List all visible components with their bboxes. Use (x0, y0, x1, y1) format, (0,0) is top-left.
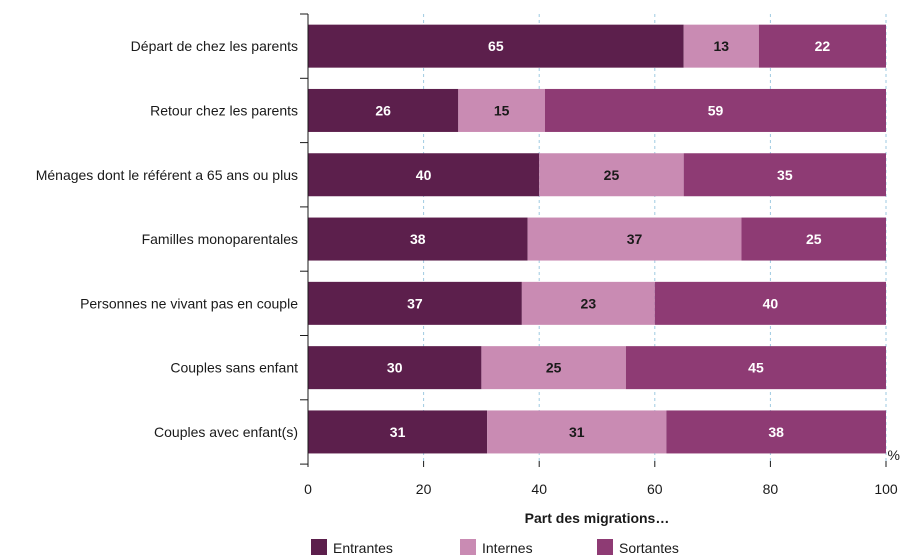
x-tick-label: 0 (304, 481, 312, 497)
bar-segment (741, 217, 886, 261)
legend-label: Internes (482, 540, 533, 556)
legend-swatch (460, 539, 476, 555)
data-label: 22 (815, 38, 831, 54)
bar-segment (308, 346, 482, 390)
data-label: 38 (768, 424, 784, 440)
data-label: 26 (375, 102, 391, 118)
bar-segment (308, 24, 684, 68)
x-tick-label: 80 (763, 481, 779, 497)
x-tick-label: 40 (531, 481, 547, 497)
data-label: 40 (763, 295, 779, 311)
data-label: 31 (390, 424, 406, 440)
bar-segment (487, 410, 667, 454)
legend: Entrantes Internes Sortantes (311, 539, 679, 556)
bar-segment (308, 410, 488, 454)
data-label: 13 (713, 38, 729, 54)
data-label: 37 (627, 231, 643, 247)
bar-segment (683, 24, 759, 68)
bar-segment (521, 281, 655, 325)
category-labels: Départ de chez les parents Retour chez le… (36, 38, 298, 440)
legend-swatch (311, 539, 327, 555)
bar-segment (458, 88, 545, 132)
bar-segment (527, 217, 742, 261)
bar-segment (544, 88, 886, 132)
bar-segment (308, 281, 522, 325)
category-label: Couples avec enfant(s) (154, 424, 298, 440)
bar-segment (481, 346, 626, 390)
legend-label: Sortantes (619, 540, 679, 556)
data-label: 40 (416, 167, 432, 183)
legend-swatch (597, 539, 613, 555)
data-label: 31 (569, 424, 585, 440)
data-label: 37 (407, 295, 423, 311)
x-unit-label: % (888, 447, 900, 463)
bar-segment (758, 24, 886, 68)
x-axis-ticks: 0 20 40 60 80 100 (304, 461, 898, 497)
bar-segment (654, 281, 886, 325)
bar-segment (666, 410, 886, 454)
bar-segment (308, 153, 540, 197)
data-label: 65 (488, 38, 504, 54)
data-label: 23 (581, 295, 597, 311)
category-label: Couples sans enfant (170, 360, 298, 376)
x-tick-label: 100 (874, 481, 898, 497)
bar-segment (625, 346, 886, 390)
y-axis-ticks (300, 13, 308, 465)
bar-segment (308, 88, 459, 132)
data-label: 45 (748, 360, 764, 376)
x-axis-label: Part des migrations… (525, 510, 670, 526)
category-label: Départ de chez les parents (131, 38, 298, 54)
data-label: 30 (387, 360, 403, 376)
bar-segment (683, 153, 886, 197)
legend-label: Entrantes (333, 540, 393, 556)
x-tick-label: 20 (416, 481, 432, 497)
data-label: 25 (806, 231, 822, 247)
data-label: 15 (494, 102, 510, 118)
bars: 65 13 22 26 15 59 40 25 35 38 37 25 37 23 40 30 25 45 31 31… (308, 24, 886, 454)
data-label: 35 (777, 167, 793, 183)
data-label: 59 (708, 102, 724, 118)
data-label: 25 (546, 360, 562, 376)
x-tick-label: 60 (647, 481, 663, 497)
category-label: Retour chez les parents (150, 102, 298, 118)
data-label: 38 (410, 231, 426, 247)
category-label: Ménages dont le référent a 65 ans ou plu… (36, 167, 298, 183)
bar-segment (539, 153, 684, 197)
category-label: Personnes ne vivant pas en couple (80, 295, 298, 311)
bar-segment (308, 217, 528, 261)
data-label: 25 (604, 167, 620, 183)
category-label: Familles monoparentales (142, 231, 298, 247)
